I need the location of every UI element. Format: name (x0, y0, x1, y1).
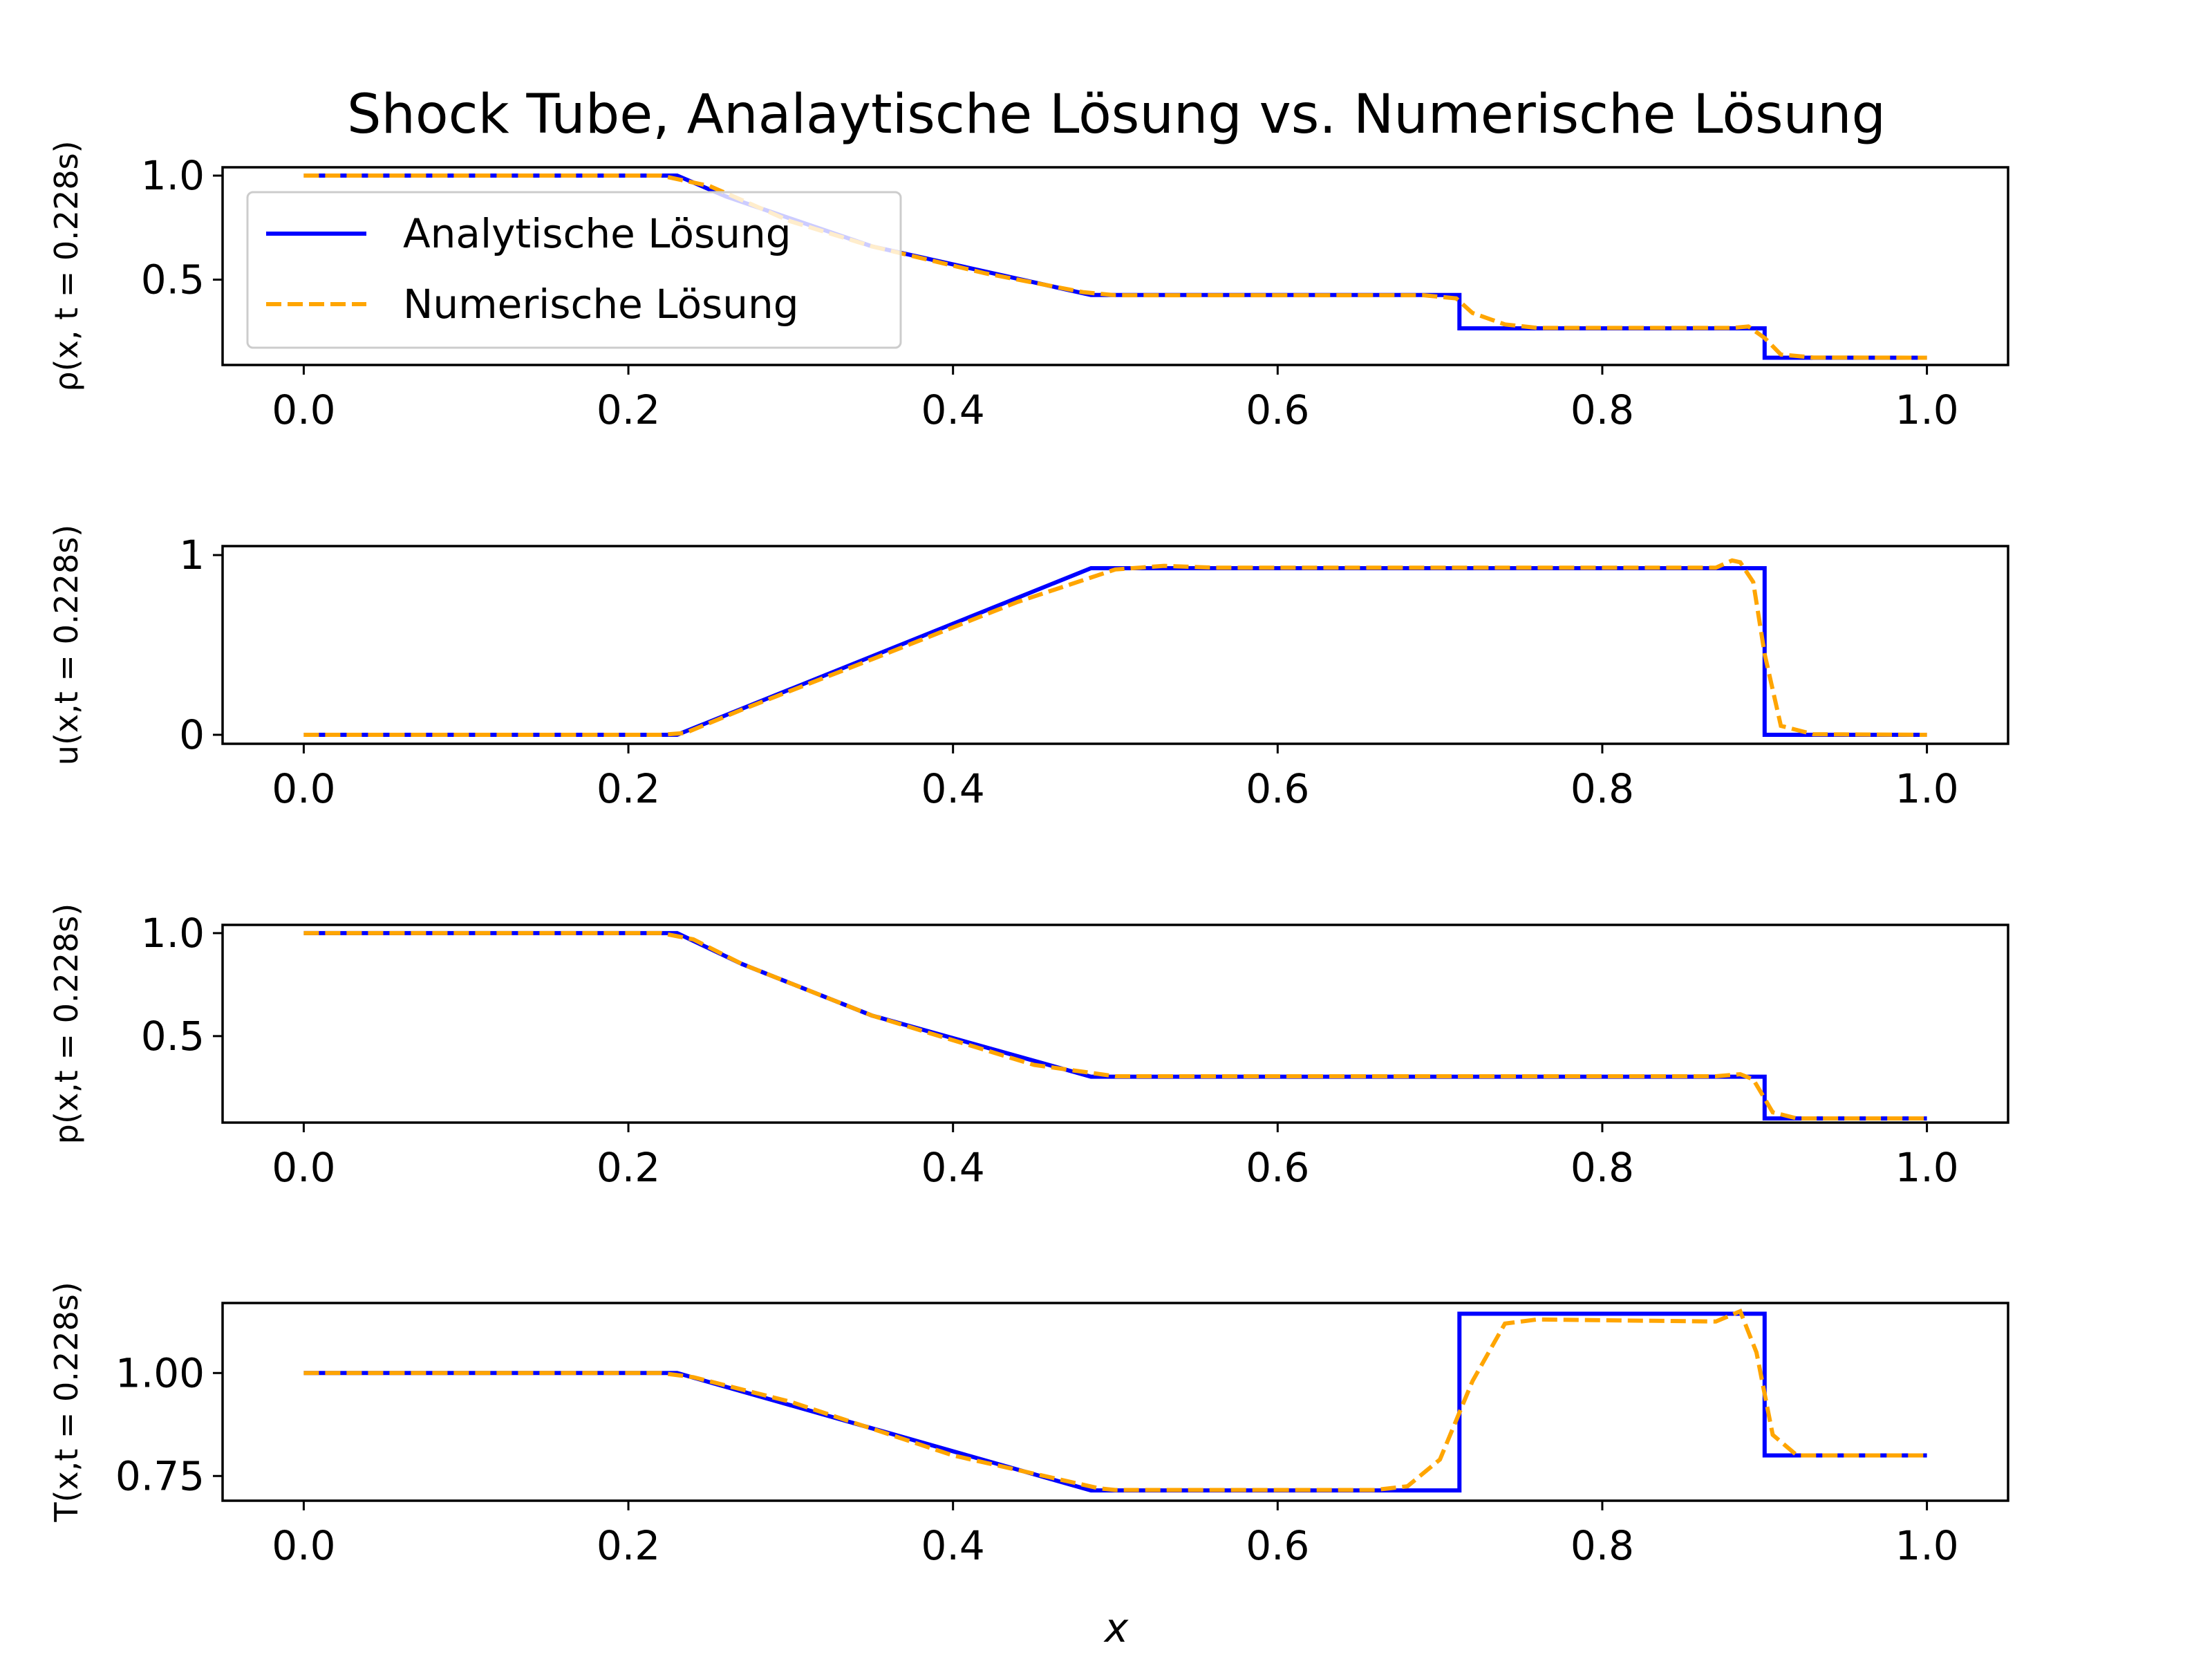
y-tick-label: 1 (179, 532, 205, 579)
x-tick-label: 1.0 (1895, 1522, 1958, 1569)
x-tick-label: 0.0 (272, 386, 335, 433)
x-tick-label: 0.0 (272, 1144, 335, 1191)
subplot-3: 0.0 0.2 0.4 0.6 0.8 1.0 1.0 0.5 p(x,t = 0.228s) (48, 903, 2009, 1191)
y-tick-label: 0.5 (141, 256, 205, 303)
legend: Analytische Lösung Numerische Lösung (246, 191, 902, 349)
x-tick-label: 0.6 (1246, 765, 1309, 812)
axes-frame (221, 1302, 2009, 1502)
x-tick-label: 0.4 (921, 765, 985, 812)
numeric-series-line (303, 558, 1927, 737)
axes-frame (221, 924, 2009, 1124)
x-tick-label: 0.2 (597, 765, 660, 812)
x-tick-label: 1.0 (1895, 1144, 1958, 1191)
y-axis-label: p(x,t = 0.228s) (48, 903, 85, 1144)
y-tick-label: 1.00 (115, 1349, 205, 1396)
axes-frame (221, 545, 2009, 745)
x-tick-label: 0.0 (272, 765, 335, 812)
x-axis-label: x (1103, 1604, 1129, 1651)
analytic-series-line (303, 1311, 1927, 1493)
y-tick-label: 0.5 (141, 1013, 205, 1060)
x-tick-label: 0.0 (272, 1522, 335, 1569)
x-tick-label: 0.2 (597, 1522, 660, 1569)
axes-frame (221, 166, 2009, 366)
x-tick-label: 1.0 (1895, 765, 1958, 812)
x-tick-label: 0.8 (1571, 765, 1634, 812)
analytic-series-line (303, 930, 1927, 1121)
subplot-1: 0.0 0.2 0.4 0.6 0.8 1.0 1.0 0.5 ρ(x, t = 0.228s) (48, 140, 2009, 433)
x-tick-label: 0.4 (921, 1144, 985, 1191)
x-tick-label: 0.8 (1571, 1144, 1634, 1191)
y-axis-label: u(x,t = 0.228s) (48, 525, 85, 765)
subplot-2: 0.0 0.2 0.4 0.6 0.8 1.0 1 0 u(x,t = 0.228s) (48, 525, 2009, 812)
x-tick-label: 0.8 (1571, 1522, 1634, 1569)
y-tick-label: 1.0 (141, 910, 205, 957)
y-axis-label: ρ(x, t = 0.228s) (48, 140, 85, 391)
subplots: 0.0 0.2 0.4 0.6 0.8 1.0 1.0 0.5 ρ(x, t = 0.228s)… (48, 140, 2009, 1569)
legend-analytic-label: Analytische Lösung (403, 210, 791, 257)
x-tick-label: 0.6 (1246, 386, 1309, 433)
x-tick-label: 0.8 (1571, 386, 1634, 433)
x-tick-label: 0.2 (597, 1144, 660, 1191)
y-axis-label: T(x,t = 0.228s) (48, 1282, 85, 1522)
y-tick-label: 0.75 (115, 1452, 205, 1499)
x-tick-label: 1.0 (1895, 386, 1958, 433)
legend-box (246, 191, 902, 349)
legend-numeric-label: Numerische Lösung (403, 281, 799, 328)
numeric-series-line (303, 930, 1927, 1121)
x-tick-label: 0.2 (597, 386, 660, 433)
subplot-4: 0.0 0.2 0.4 0.6 0.8 1.0 1.00 0.75 T(x,t = 0.228s… (48, 1282, 2009, 1569)
y-tick-label: 1.0 (141, 152, 205, 199)
x-tick-label: 0.6 (1246, 1144, 1309, 1191)
x-tick-label: 0.4 (921, 1522, 985, 1569)
chart-title: Shock Tube, Analaytische Lösung vs. Nume… (347, 84, 1886, 146)
x-tick-label: 0.6 (1246, 1522, 1309, 1569)
numeric-series-line (303, 1308, 1927, 1492)
y-tick-label: 0 (179, 711, 205, 758)
x-tick-label: 0.4 (921, 386, 985, 433)
